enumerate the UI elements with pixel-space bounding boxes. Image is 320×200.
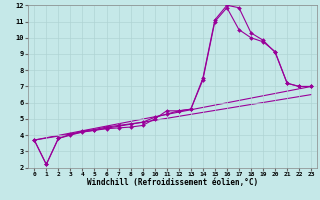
X-axis label: Windchill (Refroidissement éolien,°C): Windchill (Refroidissement éolien,°C) xyxy=(87,178,258,187)
